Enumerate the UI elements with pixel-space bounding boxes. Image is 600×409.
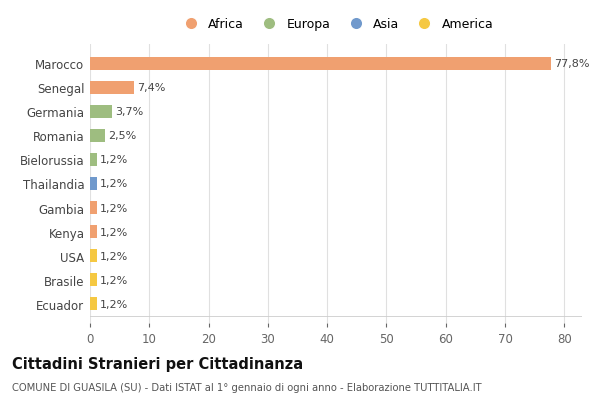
Text: 2,5%: 2,5% [108, 131, 136, 141]
Text: 77,8%: 77,8% [554, 59, 590, 69]
Legend: Africa, Europa, Asia, America: Africa, Europa, Asia, America [178, 18, 494, 31]
Text: 1,2%: 1,2% [100, 227, 128, 237]
Text: COMUNE DI GUASILA (SU) - Dati ISTAT al 1° gennaio di ogni anno - Elaborazione TU: COMUNE DI GUASILA (SU) - Dati ISTAT al 1… [12, 382, 482, 392]
Text: 1,2%: 1,2% [100, 155, 128, 165]
Text: Cittadini Stranieri per Cittadinanza: Cittadini Stranieri per Cittadinanza [12, 356, 303, 371]
Text: 3,7%: 3,7% [115, 107, 143, 117]
Bar [90, 225, 97, 238]
Text: 1,2%: 1,2% [100, 299, 128, 309]
Bar [90, 130, 105, 143]
Bar [90, 106, 112, 119]
Bar [90, 249, 97, 263]
Bar [90, 82, 134, 95]
Bar [90, 273, 97, 286]
Bar [90, 58, 551, 71]
Text: 7,4%: 7,4% [137, 83, 165, 93]
Bar [90, 153, 97, 167]
Text: 1,2%: 1,2% [100, 275, 128, 285]
Text: 1,2%: 1,2% [100, 203, 128, 213]
Bar [90, 178, 97, 191]
Bar [90, 297, 97, 310]
Bar [90, 201, 97, 215]
Text: 1,2%: 1,2% [100, 251, 128, 261]
Text: 1,2%: 1,2% [100, 179, 128, 189]
